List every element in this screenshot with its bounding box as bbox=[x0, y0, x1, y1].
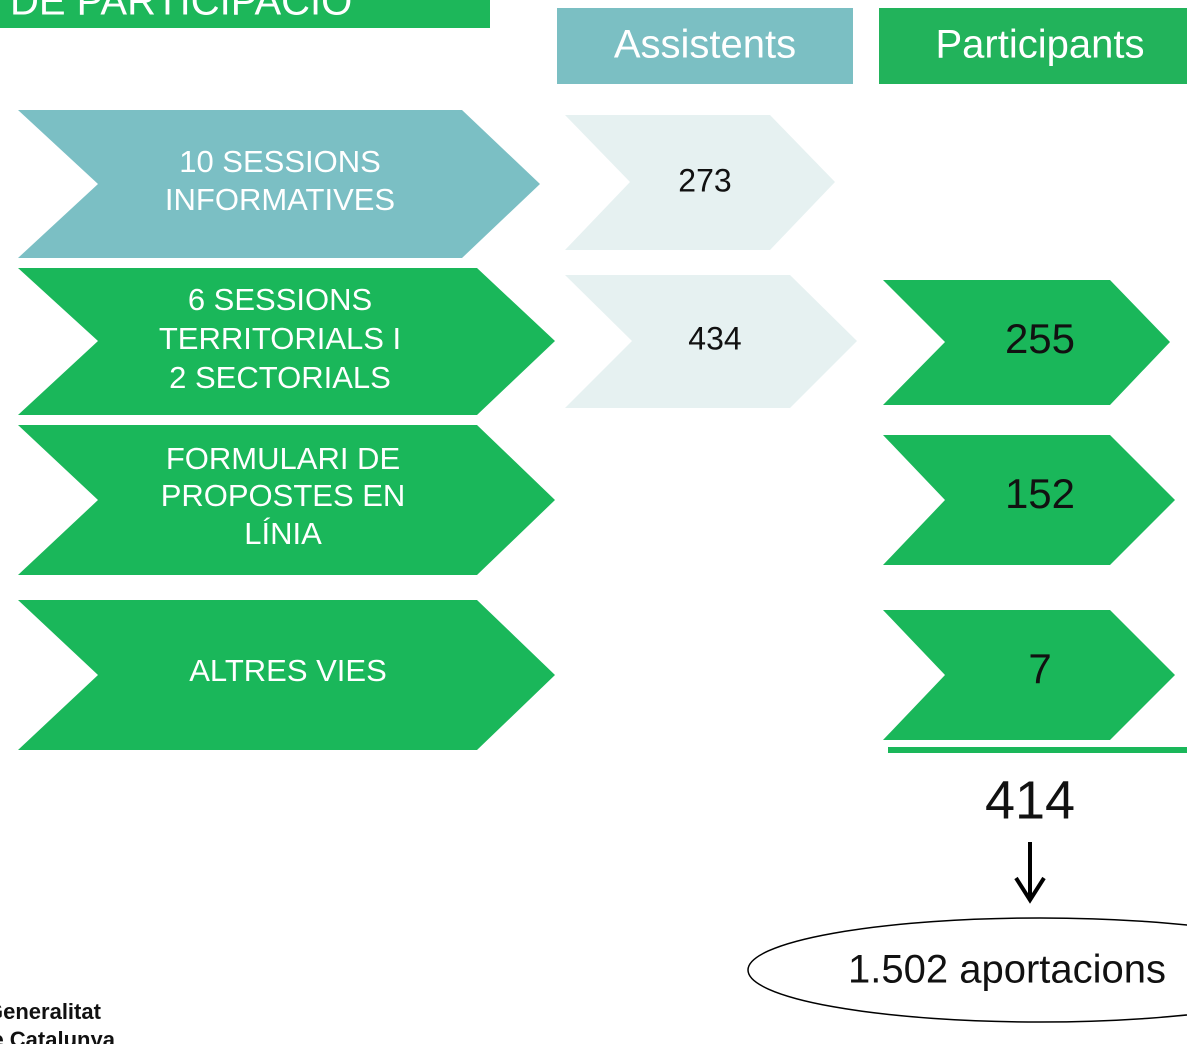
logo-text: de Catalunya bbox=[0, 1027, 116, 1044]
logo-text: Generalitat bbox=[0, 999, 102, 1024]
contributions: 1.502 aportacions bbox=[848, 948, 1166, 992]
row-chevron bbox=[18, 110, 540, 258]
participants-value: 7 bbox=[1028, 645, 1051, 692]
arrow-head bbox=[1014, 876, 1046, 904]
attendees-value: 273 bbox=[678, 162, 731, 198]
header-attendees-text: Assistents bbox=[614, 23, 796, 67]
header-participants-text: Participants bbox=[936, 23, 1145, 67]
attendee-chevron bbox=[565, 115, 835, 250]
row-chevron bbox=[18, 268, 555, 415]
row-label: LÍNIA bbox=[244, 516, 322, 551]
oval bbox=[747, 917, 1187, 1023]
total: 414 bbox=[985, 770, 1075, 830]
attendees-value: 434 bbox=[688, 320, 741, 356]
total-line bbox=[888, 747, 1187, 753]
participant-chevron bbox=[883, 435, 1175, 565]
title-box bbox=[0, 0, 490, 28]
row-label: 6 SESSIONS bbox=[188, 282, 372, 317]
participants-value: 152 bbox=[1005, 470, 1075, 517]
participant-chevron bbox=[883, 610, 1175, 740]
title: DE PARTICIPACIÓ bbox=[10, 0, 352, 24]
header-attendees bbox=[557, 8, 853, 84]
header-participants bbox=[879, 8, 1187, 84]
row-label: 10 SESSIONS bbox=[179, 144, 381, 179]
row-label: 2 SECTORIALS bbox=[169, 360, 391, 395]
row-label: PROPOSTES EN bbox=[161, 478, 406, 513]
attendee-chevron bbox=[565, 275, 857, 408]
row-label: ALTRES VIES bbox=[189, 653, 387, 688]
row-label: FORMULARI DE bbox=[166, 441, 400, 476]
row-label: TERRITORIALS I bbox=[159, 321, 401, 356]
participants-value: 255 bbox=[1005, 315, 1075, 362]
row-chevron bbox=[18, 600, 555, 750]
participant-chevron bbox=[883, 280, 1170, 405]
row-label: INFORMATIVES bbox=[165, 182, 395, 217]
row-chevron bbox=[18, 425, 555, 575]
